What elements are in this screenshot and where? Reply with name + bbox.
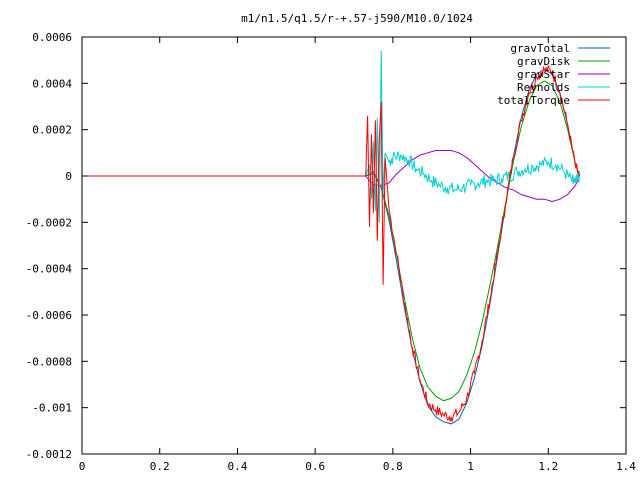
legend: gravTotalgravDiskgravStarReynoldstotalTo… <box>497 42 610 107</box>
axes: 0 0.2 0.4 0.6 0.8 1 1.2 1.4 -0.0012 -0.001 -0.0008… <box>26 31 637 473</box>
y-tick-label: 0.0004 <box>32 77 72 90</box>
y-tick-label: -0.0012 <box>26 448 72 461</box>
chart-title: m1/n1.5/q1.5/r-+.57-j590/M10.0/1024 <box>241 12 473 25</box>
x-tick-label: 1.4 <box>616 460 636 473</box>
x-tick-label: 1 <box>467 460 474 473</box>
legend-label-gravDisk: gravDisk <box>517 55 570 68</box>
x-tick-label: 0.8 <box>383 460 403 473</box>
y-tick-label: 0 <box>65 170 72 183</box>
x-tick-label: 1.2 <box>538 460 558 473</box>
legend-label-gravStar: gravStar <box>517 68 570 81</box>
y-tick-label: -0.001 <box>32 402 72 415</box>
legend-label-gravTotal: gravTotal <box>510 42 570 55</box>
x-tick-label: 0.2 <box>150 460 170 473</box>
x-tick-label: 0.6 <box>305 460 325 473</box>
y-tick-label: -0.0008 <box>26 355 72 368</box>
y-tick-label: 0.0002 <box>32 124 72 137</box>
y-tick-label: -0.0004 <box>26 263 73 276</box>
series-line-gravStar <box>82 150 580 203</box>
series-line-Reynolds <box>82 50 580 223</box>
x-tick-label: 0 <box>79 460 86 473</box>
y-tick-label: -0.0002 <box>26 216 72 229</box>
series-line-totalTorque <box>82 65 580 422</box>
plot-frame <box>81 36 627 455</box>
legend-label-Reynolds: Reynolds <box>517 81 570 94</box>
y-tick-label: 0.0006 <box>32 31 72 44</box>
x-tick-label: 0.4 <box>227 460 247 473</box>
y-tick-label: -0.0006 <box>26 309 72 322</box>
legend-label-totalTorque: totalTorque <box>497 94 570 107</box>
plot-area <box>82 50 580 425</box>
